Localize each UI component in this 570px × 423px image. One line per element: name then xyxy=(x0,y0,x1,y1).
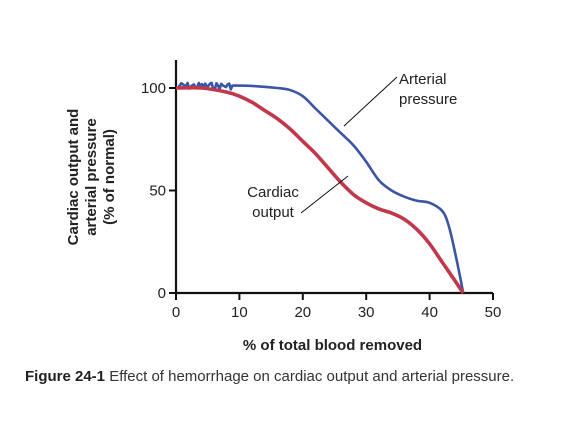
x-tick-label: 0 xyxy=(172,304,180,321)
figure-caption-label: Figure 24-1 xyxy=(25,368,106,385)
chart-axes xyxy=(174,60,493,295)
annotation-cardiac-output: Cardiac output xyxy=(247,184,299,221)
leader-line-arterial-pressure xyxy=(343,76,398,127)
x-tick-label: 10 xyxy=(231,304,248,321)
series-line-arterial-pressure xyxy=(177,81,465,294)
series-line-cardiac-output xyxy=(175,85,465,295)
x-axis-title: % of total blood removed xyxy=(243,337,422,354)
y-tick-label: 100 xyxy=(141,80,166,97)
annotation-arterial-pressure: Arterial pressure xyxy=(399,71,457,108)
x-tick-label: 20 xyxy=(294,304,311,321)
y-axis-title: Cardiac output and arterial pressure (% of… xyxy=(65,109,118,246)
leader-line-cardiac-output xyxy=(300,175,349,214)
x-tick-label: 40 xyxy=(421,304,438,321)
figure-caption-text: Effect of hemorrhage on cardiac output a… xyxy=(109,368,515,385)
chart-annotations: Arterial pressure Cardiac output xyxy=(247,71,457,221)
y-axis-title-line: arterial pressure xyxy=(83,118,100,236)
figure-caption: Figure 24-1 Effect of hemorrhage on card… xyxy=(25,366,547,387)
chart-ticks: 0 10 20 30 40 50 0 50 100 xyxy=(141,80,501,321)
y-tick-label: 50 xyxy=(149,183,166,200)
y-axis-title-line: Cardiac output and xyxy=(65,109,82,246)
x-tick-label: 30 xyxy=(358,304,375,321)
x-tick-label: 50 xyxy=(485,304,502,321)
chart: 0 10 20 30 40 50 0 50 100 Arterial pressure Cardia… xyxy=(65,60,501,354)
chart-series xyxy=(175,81,465,295)
y-tick-label: 0 xyxy=(158,285,166,302)
y-axis-title-line: (% of normal) xyxy=(101,129,118,225)
